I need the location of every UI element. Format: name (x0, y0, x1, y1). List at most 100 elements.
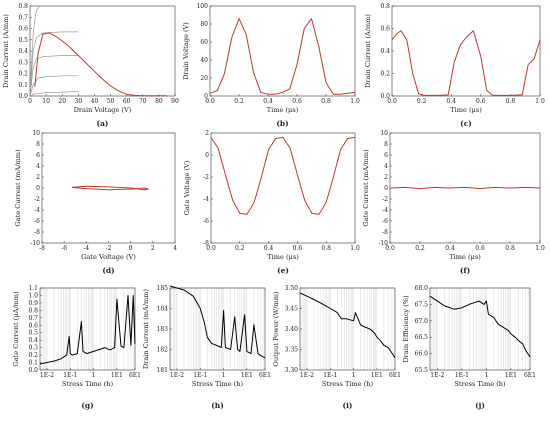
x-tick-label: 1 (222, 372, 226, 379)
y-tick-label: 1.1 (28, 285, 38, 292)
x-axis-label: Time (μs) (449, 253, 481, 261)
x-axis-label: Drain Voltage (V) (74, 106, 132, 114)
y-tick-label: -2 (382, 196, 388, 203)
x-tick-label: 1 (484, 372, 488, 379)
y-tick-label: 0.4 (380, 48, 390, 55)
y-tick-label: 3.30 (285, 367, 299, 374)
y-tick-label: 0.2 (380, 71, 390, 78)
y-tick-label: 0.4 (18, 48, 28, 55)
y-tick-label: 10 (32, 130, 40, 137)
y-tick-label: 67.0 (415, 318, 429, 325)
y-axis-label: Drain Current (mA/mm) (142, 288, 150, 369)
y-tick-label: 3.45 (285, 306, 299, 313)
y-tick-label: 10 (380, 130, 388, 137)
series-line-0 (429, 295, 531, 358)
series-line-0 (391, 30, 541, 96)
x-tick-label: 50 (107, 98, 115, 105)
y-tick-label: 0.2 (28, 352, 38, 359)
x-tick-label: 1E1 (371, 372, 383, 379)
y-tick-label: -6 (34, 218, 40, 225)
chart-j: 1E-2 1E-1 1 1E1 6E1 65.5 66.0 66.5 67.0 67.5 68.0 S… (402, 285, 536, 410)
chart-g: 1E-2 1E-1 1 1E1 6E10.00.10.20.30.40.50.60.70… (12, 285, 141, 410)
x-tick-label: 6E1 (129, 372, 141, 379)
y-tick-label: 2 (384, 174, 388, 181)
y-axis-label: Gate Voltage (V) (183, 160, 191, 215)
y-tick-label: 0.9 (28, 300, 38, 307)
x-tick-label: 0.4 (264, 245, 274, 252)
y-tick-label: 66.5 (415, 334, 429, 341)
y-tick-label: 3.50 (285, 285, 299, 292)
x-tick-label: -2 (106, 245, 112, 252)
y-tick-label: 0.3 (28, 345, 38, 352)
y-tick-label: 65.5 (415, 367, 429, 374)
plot-frame (41, 132, 176, 244)
y-tick-label: 181 (157, 367, 168, 374)
y-tick-label: 3.40 (285, 326, 299, 333)
y-tick-label: -4 (203, 196, 209, 203)
series-line-3 (29, 75, 79, 97)
x-tick-label: 2 (151, 245, 155, 252)
y-axis-label: Drain Voltage (V) (182, 22, 190, 80)
y-tick-label: 0.1 (18, 82, 28, 89)
panel-label: (a) (97, 119, 109, 128)
y-tick-label: 68.0 (415, 285, 429, 292)
y-tick-label: 3.35 (285, 347, 299, 354)
series-line-5 (34, 32, 167, 97)
x-tick-label: 0.8 (505, 245, 515, 252)
y-tick-label: 0 (384, 185, 388, 192)
y-tick-label: -2 (203, 174, 209, 181)
y-tick-label: 2 (36, 174, 40, 181)
y-tick-label: -4 (382, 207, 388, 214)
x-tick-label: 1E-2 (170, 372, 184, 379)
x-tick-label: 1E-2 (300, 372, 314, 379)
x-tick-label: 1 (352, 372, 356, 379)
y-tick-label: 0.1 (28, 360, 38, 367)
y-tick-label: -8 (203, 240, 209, 247)
y-axis-label: Gate Current (μA/mm) (12, 291, 20, 367)
x-tick-label: 90 (171, 98, 179, 105)
y-tick-label: 40 (200, 57, 208, 64)
y-tick-label: 0.6 (380, 26, 390, 33)
chart-a: 0 10 20 30 40 50 60 70 80 90 0.0 0.1 0.2 0.3 0.4 0.5 0.6… (2, 3, 179, 128)
plot-frame (299, 287, 396, 371)
x-tick-label: 4 (173, 245, 177, 252)
y-tick-label: 67.5 (415, 301, 429, 308)
plot-frame (391, 5, 541, 97)
y-tick-label: 0.2 (18, 71, 28, 78)
y-tick-label: 0.0 (380, 93, 390, 100)
y-tick-label: 0.0 (28, 367, 38, 374)
y-axis-label: Drain Current (A/mm) (364, 14, 372, 88)
x-tick-label: 0 (28, 98, 32, 105)
y-tick-label: 6 (36, 152, 40, 159)
series-line-0 (39, 295, 136, 365)
x-tick-label: 0.0 (387, 98, 397, 105)
x-tick-label: 0.4 (263, 98, 273, 105)
y-tick-label: 8 (384, 141, 388, 148)
series-line-2 (29, 55, 79, 97)
series-line-4 (29, 91, 79, 97)
x-tick-label: 30 (75, 98, 83, 105)
x-axis-label: Time (μs) (267, 253, 299, 261)
x-tick-label: 10 (42, 98, 50, 105)
x-axis-label: Time (μs) (267, 106, 299, 114)
y-tick-label: 0.7 (28, 315, 38, 322)
y-tick-label: 4 (384, 163, 388, 170)
plot-frame (39, 287, 136, 371)
y-axis-label: Gate Current (mA/mm) (362, 149, 370, 227)
x-tick-label: -8 (39, 245, 45, 252)
y-axis-label: Gate Current (mA/mm) (14, 149, 22, 227)
x-tick-label: 0.6 (293, 245, 303, 252)
y-tick-label: 184 (157, 306, 169, 313)
x-tick-label: 1E1 (111, 372, 123, 379)
x-tick-label: 0.4 (446, 98, 456, 105)
x-tick-label: 0.8 (321, 98, 331, 105)
chart-c: 0.0 0.2 0.4 0.6 0.8 1.0 0.0 0.2 0.4 0.6 0.8 Time (μ… (364, 3, 545, 128)
y-axis-label: Drain Current (A/mm) (2, 14, 10, 88)
y-axis-label: Drain Efficiency (%) (402, 295, 410, 363)
y-tick-label: 80 (200, 21, 208, 28)
panel-label: (e) (277, 266, 289, 275)
x-tick-label: 1.0 (350, 245, 360, 252)
plot-frame (210, 132, 356, 244)
series-line-1 (29, 31, 79, 97)
x-tick-label: 0.0 (206, 245, 216, 252)
